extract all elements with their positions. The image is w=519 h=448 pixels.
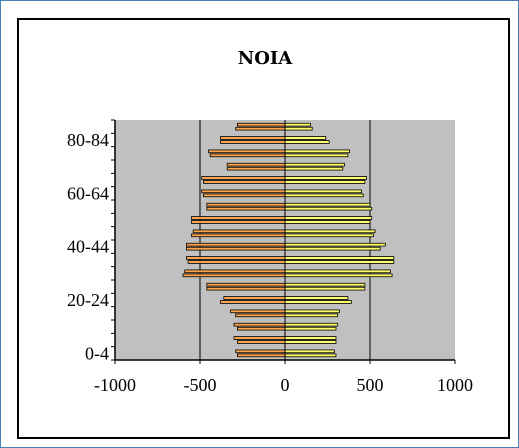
bar-positive — [285, 261, 394, 264]
bar-positive — [285, 150, 350, 153]
bar-positive — [285, 337, 336, 340]
bar-positive — [285, 327, 336, 330]
bar-positive — [285, 217, 372, 220]
bar-negative — [186, 257, 285, 260]
bar-negative — [237, 341, 285, 344]
bar-negative — [188, 261, 285, 264]
bar-negative — [192, 217, 286, 220]
x-tick-label: 0 — [281, 375, 290, 395]
bar-negative — [207, 207, 285, 210]
bar-positive — [285, 167, 343, 170]
bar-positive — [285, 301, 351, 304]
bar-negative — [237, 327, 285, 330]
x-tick-label: -500 — [184, 375, 217, 395]
bar-negative — [210, 154, 285, 157]
bar-positive — [285, 137, 326, 140]
bar-negative — [192, 234, 286, 237]
bar-negative — [220, 137, 285, 140]
bar-positive — [285, 247, 380, 250]
bar-positive — [285, 350, 334, 353]
bar-negative — [237, 354, 285, 357]
bar-positive — [285, 127, 312, 130]
y-tick-label: 80-84 — [67, 130, 109, 150]
bar-negative — [227, 163, 285, 166]
y-tick-label: 60-64 — [67, 183, 109, 203]
bar-negative — [236, 127, 285, 130]
bar-negative — [236, 314, 285, 317]
population-pyramid-chart: NOIA 0-4 20-24 40-44 60-64 80-84 -1000 -500 0 50… — [19, 20, 508, 437]
x-tick-label: 500 — [357, 375, 384, 395]
bar-positive — [285, 310, 339, 313]
bar-positive — [285, 123, 311, 126]
bar-positive — [285, 274, 392, 277]
bar-positive — [285, 287, 365, 290]
bar-negative — [220, 141, 285, 144]
bar-positive — [285, 177, 367, 180]
bar-negative — [186, 247, 285, 250]
bar-negative — [207, 203, 285, 206]
y-tick-label: 40-44 — [67, 237, 109, 257]
bar-positive — [285, 314, 338, 317]
y-tick-label: 20-24 — [67, 290, 109, 310]
chart-area: NOIA 0-4 20-24 40-44 60-64 80-84 -1000 -500 0 50… — [17, 18, 510, 439]
bar-positive — [285, 270, 390, 273]
x-tick-label: 1000 — [437, 375, 473, 395]
bar-positive — [285, 323, 338, 326]
chart-title: NOIA — [238, 48, 294, 69]
bar-negative — [203, 181, 285, 184]
bar-positive — [285, 230, 375, 233]
bar-negative — [231, 310, 285, 313]
bar-negative — [193, 230, 285, 233]
bar-negative — [234, 323, 285, 326]
bar-negative — [207, 287, 285, 290]
bar-negative — [220, 301, 285, 304]
bar-negative — [234, 337, 285, 340]
bar-positive — [285, 141, 329, 144]
bar-negative — [236, 350, 285, 353]
bar-positive — [285, 194, 363, 197]
bar-positive — [285, 203, 370, 206]
bar-negative — [237, 123, 285, 126]
bar-negative — [183, 274, 285, 277]
bar-positive — [285, 163, 345, 166]
bar-positive — [285, 154, 348, 157]
bar-positive — [285, 354, 336, 357]
bar-positive — [285, 181, 365, 184]
bar-negative — [185, 270, 285, 273]
bar-positive — [285, 283, 365, 286]
bar-negative — [227, 167, 285, 170]
bar-negative — [202, 177, 285, 180]
y-tick-label: 0-4 — [85, 343, 109, 363]
bar-positive — [285, 257, 394, 260]
bar-positive — [285, 190, 362, 193]
bar-positive — [285, 297, 348, 300]
bar-negative — [186, 243, 285, 246]
bar-negative — [192, 221, 286, 224]
bar-positive — [285, 243, 385, 246]
bar-negative — [203, 194, 285, 197]
bar-negative — [224, 297, 285, 300]
bar-positive — [285, 207, 372, 210]
bar-positive — [285, 234, 373, 237]
bar-negative — [207, 283, 285, 286]
bar-negative — [209, 150, 286, 153]
bar-positive — [285, 221, 370, 224]
x-tick-label: -1000 — [94, 375, 136, 395]
bar-positive — [285, 341, 336, 344]
bar-negative — [202, 190, 285, 193]
